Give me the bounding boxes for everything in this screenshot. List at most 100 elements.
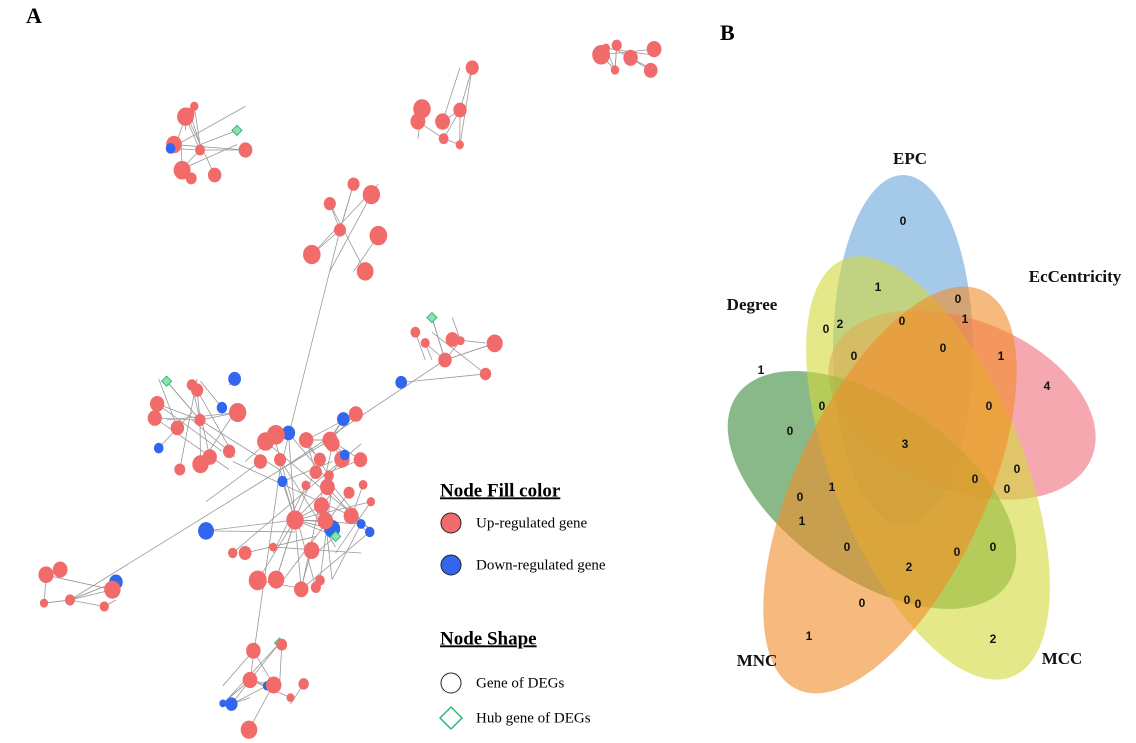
gene-node: [228, 402, 247, 423]
gene-node: [438, 352, 452, 368]
region-count: 1: [806, 629, 813, 643]
gene-node: [320, 478, 335, 496]
gene-node: [178, 107, 194, 125]
edge: [288, 432, 296, 521]
gene-node: [358, 479, 368, 490]
edge: [154, 417, 201, 421]
region-count: 2: [990, 632, 997, 646]
edge: [249, 642, 280, 681]
region-count: 0: [819, 399, 826, 413]
edge: [431, 331, 486, 375]
set-label: MNC: [737, 651, 778, 670]
gene-node: [149, 395, 165, 412]
network: [38, 39, 662, 739]
gene-node: [623, 49, 638, 66]
hub-node: [426, 311, 438, 324]
panel-label: B: [720, 20, 735, 45]
edge: [300, 443, 333, 590]
gene-node: [348, 406, 363, 422]
edge: [205, 519, 296, 532]
gene-node: [601, 43, 611, 53]
gene-node: [336, 412, 350, 427]
edge: [300, 531, 371, 590]
edge: [294, 519, 302, 590]
edge: [232, 461, 352, 517]
gene-node: [643, 62, 658, 78]
gene-node: [286, 693, 295, 703]
edge: [205, 461, 261, 503]
region-count: 0: [940, 341, 947, 355]
gene-node: [173, 160, 191, 180]
edge: [181, 144, 238, 170]
gene-node: [339, 449, 350, 461]
region-count: 2: [837, 317, 844, 331]
region-count: 1: [829, 480, 836, 494]
gene-node: [486, 334, 503, 353]
region-count: 1: [998, 349, 1005, 363]
region-count: 0: [972, 472, 979, 486]
gene-node: [646, 40, 662, 58]
gene-node: [445, 332, 460, 347]
gene-node: [395, 375, 408, 389]
region-count: 0: [915, 597, 922, 611]
gene-node: [228, 371, 242, 386]
legend-title: Node Shape: [440, 628, 537, 649]
edge: [156, 403, 223, 452]
legend-swatch: [438, 705, 464, 731]
gene-node: [238, 545, 252, 561]
edge: [166, 380, 201, 421]
edge: [257, 519, 296, 581]
region-count: 4: [1044, 379, 1051, 393]
venn: [727, 175, 1096, 694]
gene-node: [413, 99, 431, 119]
edge: [69, 599, 105, 607]
gene-node: [369, 225, 388, 246]
gene-node: [286, 510, 304, 530]
edge: [431, 317, 446, 361]
gene-node: [610, 65, 620, 75]
region-count: 0: [899, 314, 906, 328]
gene-node: [347, 177, 360, 191]
gene-node: [362, 185, 381, 205]
gene-node: [225, 697, 238, 711]
gene-node: [356, 519, 366, 529]
gene-node: [192, 455, 209, 474]
gene-node: [365, 526, 375, 538]
set-label: EPC: [893, 149, 927, 168]
gene-node: [313, 497, 330, 515]
gene-node: [309, 465, 322, 480]
gene-node: [39, 598, 49, 608]
gene-node: [301, 480, 311, 491]
region-count: 0: [990, 540, 997, 554]
set-label: Degree: [727, 295, 778, 314]
gene-node: [216, 401, 228, 414]
edge: [222, 650, 254, 687]
gene-node: [611, 39, 622, 51]
panel-label: A: [26, 3, 42, 28]
gene-node: [276, 638, 288, 651]
edge: [199, 130, 238, 145]
edge: [459, 67, 473, 145]
region-count: 0: [1004, 482, 1011, 496]
gene-node: [274, 453, 287, 467]
edge: [294, 501, 371, 521]
gene-node: [298, 678, 309, 690]
edge: [459, 67, 473, 111]
legend-label: Gene of DEGs: [476, 675, 564, 691]
legend-swatch: [440, 512, 462, 534]
set-label: MCC: [1042, 649, 1083, 668]
region-count: 3: [902, 437, 909, 451]
hub-node: [160, 375, 173, 387]
region-count: 0: [787, 424, 794, 438]
legend-label: Down-regulated gene: [476, 557, 606, 573]
gene-node: [240, 720, 258, 739]
gene-node: [456, 336, 465, 346]
gene-node: [277, 475, 288, 488]
region-count: 1: [962, 312, 969, 326]
gene-node: [238, 142, 253, 158]
edge: [279, 644, 283, 686]
gene-node: [99, 601, 109, 612]
edge: [206, 530, 296, 533]
